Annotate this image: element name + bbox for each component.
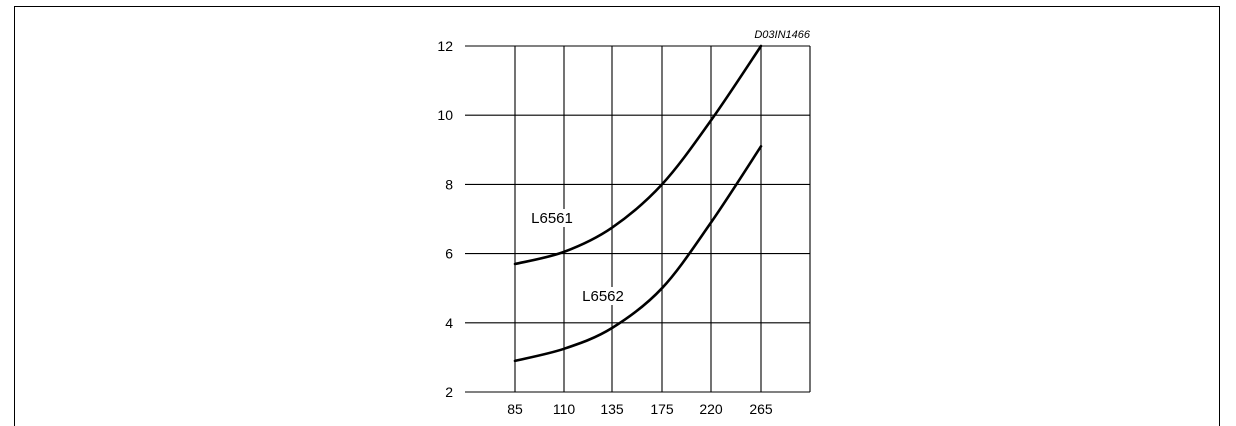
series-label-bg (579, 287, 627, 305)
figure-frame (14, 6, 1220, 426)
y-axis-ticks: 2 4 6 8 10 12 (437, 38, 453, 400)
figure-code: D03IN1466 (754, 29, 811, 41)
x-tick-label: 175 (650, 401, 674, 417)
y-tick-label: 2 (445, 384, 453, 400)
y-tick-label: 6 (445, 246, 453, 262)
x-tick-label: 220 (699, 401, 723, 417)
series-label-l6561: L6561 (531, 210, 573, 227)
x-tick-label: 265 (749, 401, 773, 417)
grid (465, 45, 811, 393)
x-tick-label: 85 (507, 401, 523, 417)
x-axis-ticks: 85 110 135 175 220 265 (507, 401, 773, 417)
series-line-l6561 (513, 44, 763, 266)
series-labels: L6561 L6562 (528, 209, 627, 305)
series-lines (513, 44, 763, 363)
series-label-bg (528, 209, 576, 227)
series-label-l6562: L6562 (582, 288, 624, 305)
x-tick-label: 135 (600, 401, 624, 417)
y-tick-label: 4 (445, 315, 453, 331)
y-tick-label: 12 (437, 38, 453, 54)
series-line-l6562 (513, 145, 763, 363)
y-tick-label: 10 (437, 107, 453, 123)
y-tick-label: 8 (445, 176, 453, 192)
x-tick-label: 110 (553, 401, 576, 417)
